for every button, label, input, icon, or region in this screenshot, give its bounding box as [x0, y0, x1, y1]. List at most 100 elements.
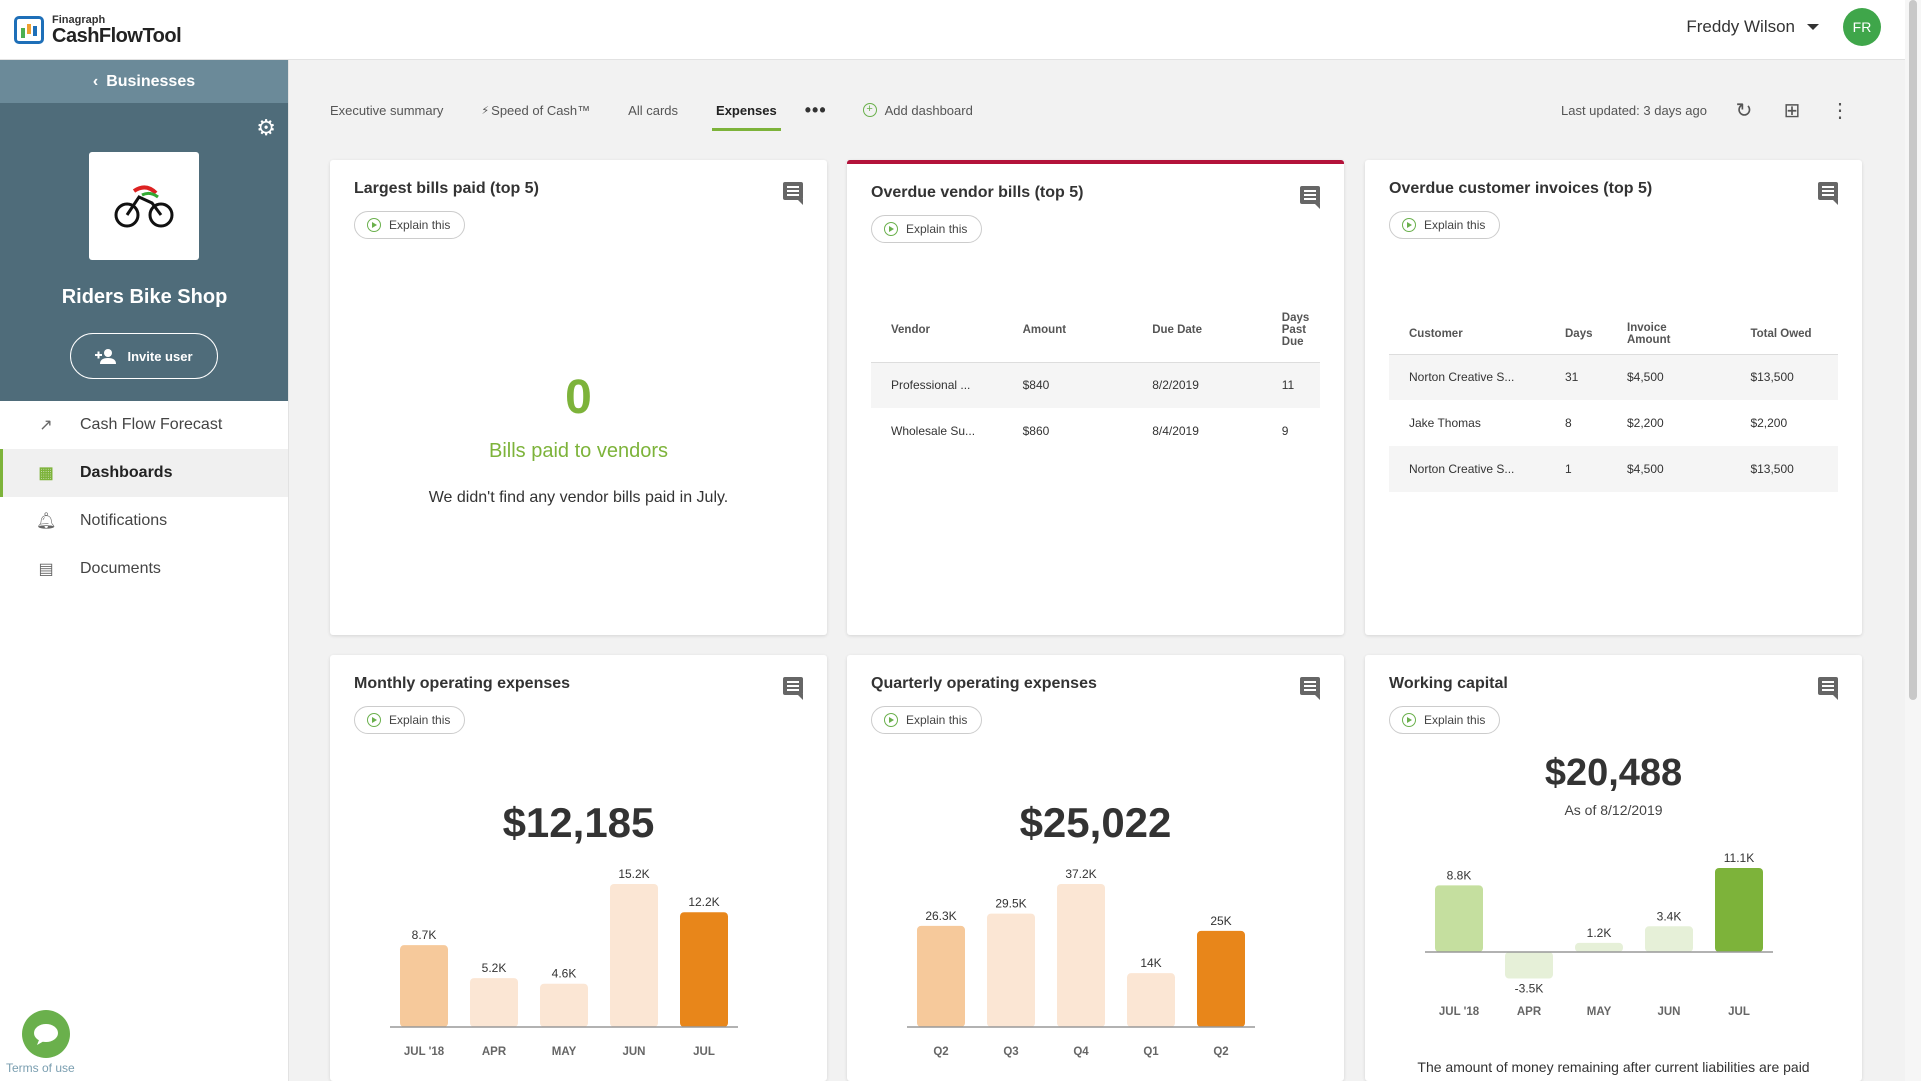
businesses-back-button[interactable]: ‹ Businesses — [0, 60, 288, 103]
monthly-operating-expenses-card: Monthly operating expenses Explain this … — [330, 655, 827, 1081]
bar-value-label: 5.2K — [482, 961, 507, 975]
app-logo[interactable]: Finagraph CashFlowTool — [14, 12, 182, 48]
sidebar-item-notifications[interactable]: 🔔︎ Notifications — [0, 497, 288, 545]
user-name[interactable]: Freddy Wilson — [1686, 17, 1795, 36]
table-row[interactable]: Professional ... $840 8/2/2019 11 — [871, 362, 1320, 408]
quarterly-operating-expenses-card: Quarterly operating expenses Explain thi… — [847, 655, 1344, 1081]
gear-icon[interactable]: ⚙ — [256, 115, 276, 140]
explain-this-button[interactable]: Explain this — [871, 706, 983, 734]
table-row[interactable]: Wholesale Su... $860 8/4/2019 9 — [871, 408, 1320, 454]
chat-icon — [34, 1024, 58, 1045]
column-header[interactable]: Total Owed — [1730, 314, 1838, 355]
due-date-cell: 8/4/2019 — [1152, 424, 1199, 438]
comment-icon[interactable] — [1300, 186, 1320, 209]
table-row[interactable]: Norton Creative S... 31 $4,500 $13,500 — [1389, 354, 1838, 400]
column-header[interactable]: Days Past Due — [1261, 298, 1320, 363]
tab-all-cards[interactable]: All cards — [628, 102, 679, 118]
add-dashboard-button[interactable]: + Add dashboard — [862, 103, 973, 118]
working-capital-value: $20,488 — [1544, 752, 1683, 794]
days-cell: 31 — [1545, 354, 1607, 400]
invite-user-button[interactable]: Invite user — [70, 333, 218, 379]
table-row[interactable]: Jake Thomas 8 $2,200 $2,200 — [1389, 400, 1838, 446]
sidebar-item-cash-flow-forecast[interactable]: ↗ Cash Flow Forecast — [0, 401, 288, 449]
play-circle-icon — [884, 713, 898, 727]
comment-icon[interactable] — [783, 677, 803, 700]
invoice-amount-cell: $4,500 — [1607, 354, 1731, 400]
tab-executive-summary[interactable]: Executive summary — [330, 102, 444, 118]
chart-bar — [1127, 973, 1175, 1027]
chevron-down-icon[interactable] — [1807, 24, 1819, 30]
explain-this-button[interactable]: Explain this — [871, 215, 983, 243]
sidebar-item-label: Documents — [80, 560, 161, 577]
quarterly-total-value: $25,022 — [1019, 799, 1172, 846]
x-tick-label: MAY — [552, 1046, 577, 1058]
explain-this-label: Explain this — [389, 713, 451, 727]
column-header[interactable]: Vendor — [871, 298, 1003, 363]
chart-bar — [1715, 868, 1763, 952]
x-tick-label: JUL '18 — [1439, 1006, 1480, 1018]
chat-button[interactable] — [22, 1010, 70, 1058]
column-header[interactable]: Invoice Amount — [1607, 314, 1731, 355]
trending-up-icon: ↗ — [39, 417, 53, 434]
tab-speed-of-cash[interactable]: ⚡︎ Speed of Cash™ — [481, 95, 590, 125]
bills-empty-message: We didn't find any vendor bills paid in … — [428, 489, 729, 506]
column-header[interactable]: Customer — [1389, 314, 1545, 355]
add-card-icon[interactable]: ⊞ — [1783, 100, 1801, 122]
column-header[interactable]: Due Date — [1132, 298, 1262, 363]
comment-icon[interactable] — [1818, 677, 1838, 700]
monthly-bar-chart: 8.7K JUL '18 5.2K APR 4.6K MAY 15.2K JUN 12.2K JU… — [390, 867, 738, 1058]
sidebar-item-label: Notifications — [80, 512, 168, 529]
chart-bar — [680, 912, 728, 1027]
explain-this-label: Explain this — [906, 222, 968, 236]
x-tick-label: Q1 — [1143, 1046, 1159, 1058]
chart-bar — [540, 983, 588, 1027]
card-title: Overdue customer invoices (top 5) — [1389, 180, 1653, 197]
vendor-cell: Wholesale Su... — [891, 424, 976, 438]
largest-bills-card: Largest bills paid (top 5) Explain this … — [330, 160, 827, 635]
quarterly-bar-chart: 26.3K Q2 29.5K Q3 37.2K Q4 14K Q1 25K Q2 — [907, 867, 1255, 1058]
refresh-icon[interactable]: ↻ — [1735, 100, 1753, 122]
column-header[interactable]: Days — [1545, 314, 1607, 355]
dashboard-toolbar: Last updated: 3 days ago ↻ ⊞ ⋮ — [1561, 98, 1851, 123]
total-owed-cell: $13,500 — [1730, 446, 1838, 492]
explain-this-button[interactable]: Explain this — [1389, 706, 1501, 734]
bar-value-label: 14K — [1140, 956, 1161, 970]
more-tabs-icon[interactable]: ••• — [804, 99, 827, 120]
tab-expenses[interactable]: Expenses — [712, 95, 781, 131]
total-owed-cell: $13,500 — [1730, 354, 1838, 400]
x-tick-label: JUL '18 — [404, 1046, 445, 1058]
days-past-due-cell: 11 — [1261, 362, 1320, 408]
sidebar-item-label: Dashboards — [80, 464, 173, 481]
customer-cell: Norton Creative S... — [1389, 446, 1545, 492]
explain-this-button[interactable]: Explain this — [354, 706, 466, 734]
logo-chart-icon — [14, 16, 44, 44]
chart-bar — [1505, 952, 1553, 979]
comment-icon[interactable] — [783, 182, 803, 205]
bar-value-label: 37.2K — [1065, 867, 1096, 881]
amount-cell: $840 — [1002, 362, 1133, 408]
chart-bar — [1197, 930, 1245, 1027]
page-scrollbar[interactable] — [1905, 0, 1921, 1081]
more-vertical-icon[interactable]: ⋮ — [1830, 100, 1850, 122]
terms-of-use-link[interactable]: Terms of use — [6, 1061, 75, 1075]
bar-value-label: 8.7K — [412, 928, 437, 942]
explain-this-button[interactable]: Explain this — [1389, 211, 1501, 239]
user-menu[interactable]: Freddy Wilson FR — [1686, 8, 1881, 46]
avatar[interactable]: FR — [1843, 8, 1881, 46]
overdue-vendor-bills-card: Overdue vendor bills (top 5) Explain thi… — [847, 160, 1344, 635]
sidebar-item-documents[interactable]: ▤ Documents — [0, 545, 288, 593]
x-tick-label: JUN — [622, 1046, 645, 1058]
total-owed-cell: $2,200 — [1750, 416, 1788, 430]
explain-this-label: Explain this — [906, 713, 968, 727]
sidebar-item-dashboards[interactable]: ▦ Dashboards — [0, 449, 288, 497]
amount-cell: $860 — [1022, 424, 1050, 438]
explain-this-button[interactable]: Explain this — [354, 211, 466, 239]
comment-icon[interactable] — [1300, 677, 1320, 700]
table-row[interactable]: Norton Creative S... 1 $4,500 $13,500 — [1389, 446, 1838, 492]
column-header[interactable]: Amount — [1002, 298, 1133, 363]
comment-icon[interactable] — [1818, 182, 1838, 205]
chart-bar — [470, 978, 518, 1027]
bar-value-label: 26.3K — [925, 909, 956, 923]
scrollbar-thumb[interactable] — [1909, 0, 1917, 700]
bar-value-label: 12.2K — [688, 895, 719, 909]
